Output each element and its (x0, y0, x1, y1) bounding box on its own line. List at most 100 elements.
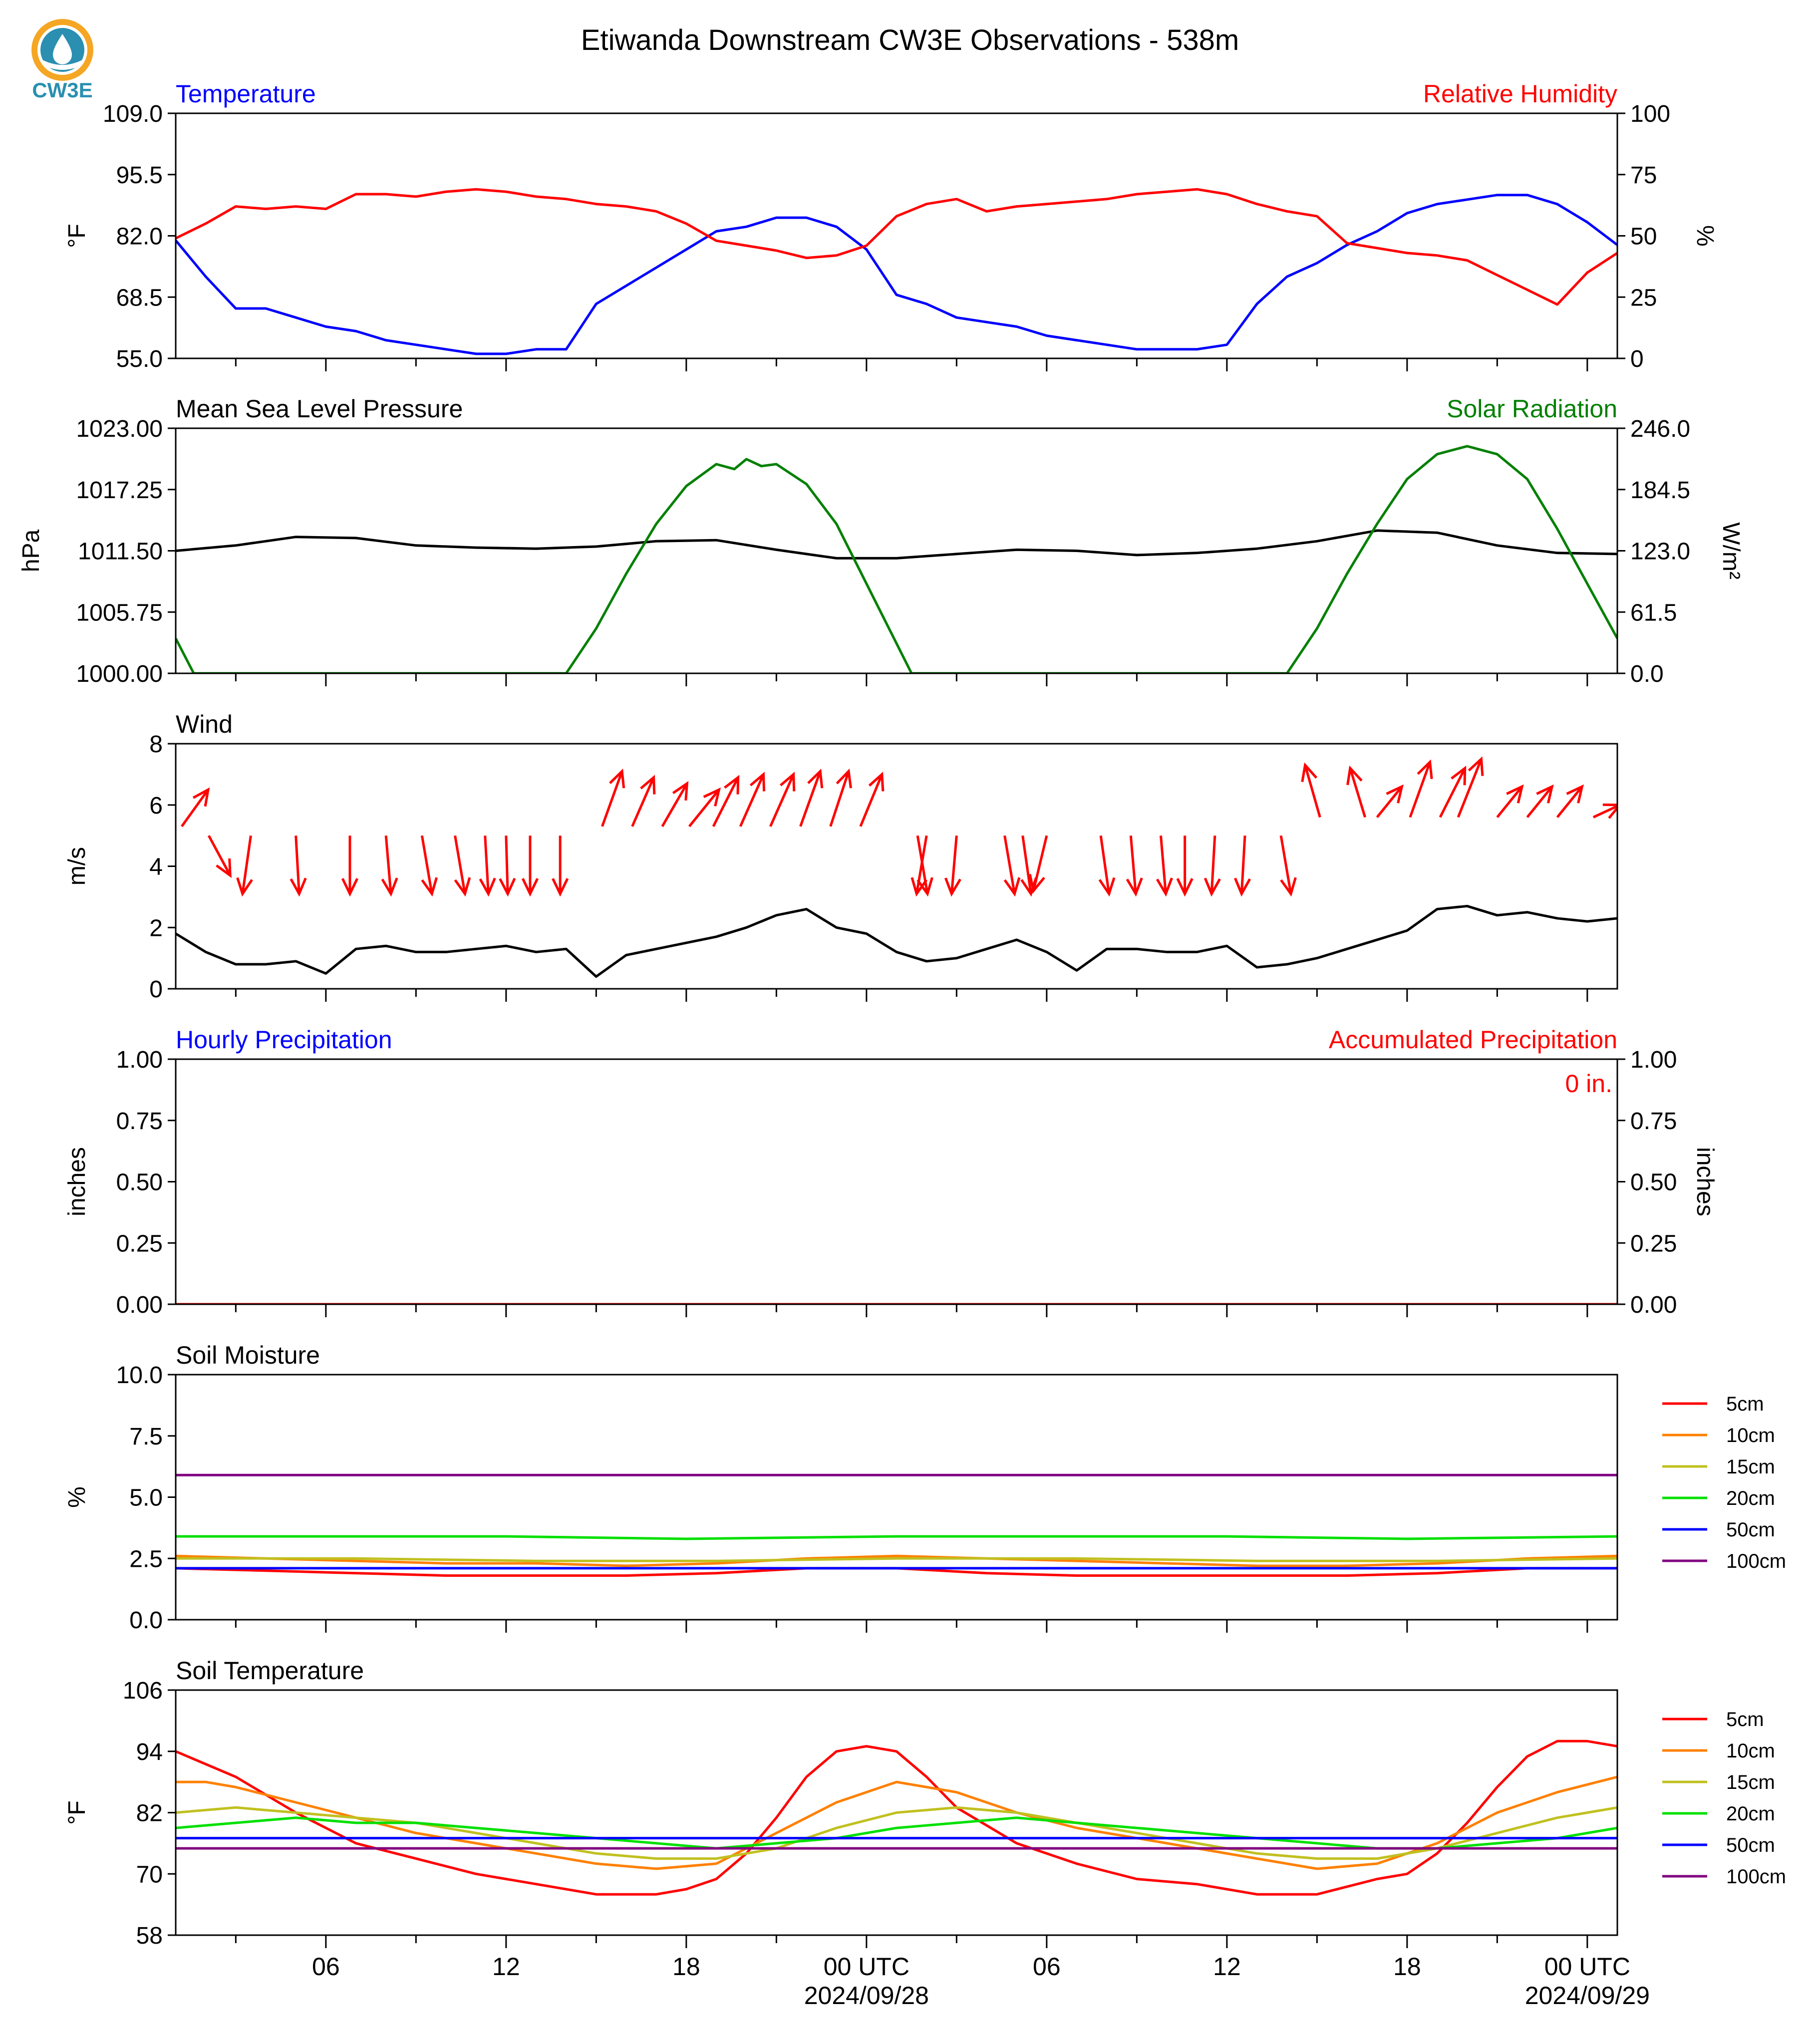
panel-title-left: Temperature (176, 80, 316, 108)
wind-arrow-head (749, 772, 766, 792)
panel-title-right: Relative Humidity (1423, 80, 1617, 108)
y-axis-label-left: hPa (18, 529, 44, 572)
y-tick-label-right: 0.75 (1630, 1108, 1677, 1135)
wind-arrow-head (1566, 784, 1584, 804)
y-axis-label-left: m/s (64, 847, 90, 885)
y-tick-label-left: 1017.25 (76, 477, 163, 504)
wind-arrow (739, 774, 765, 827)
series-line-temperature (176, 194, 1617, 355)
wind-arrow (420, 835, 433, 894)
y-tick-label-left: 70 (136, 1861, 163, 1888)
wind-arrow (384, 835, 392, 894)
wind-arrow (601, 771, 623, 827)
series-line-15cm (176, 1806, 1617, 1860)
legend-label: 5cm (1726, 1393, 1764, 1415)
wind-arrow-head (1003, 877, 1021, 897)
wind-arrow (688, 789, 720, 828)
panel-temp_rh: Temperature Relative Humidity 55.0 68.5 82.0… (64, 80, 1718, 372)
y-axis-label-right: W/m² (1718, 522, 1744, 579)
wind-arrow (1003, 835, 1016, 894)
y-tick-label-left: 8 (149, 731, 163, 758)
wind-arrow-head (192, 787, 210, 807)
y-tick-label-right: 0.00 (1630, 1292, 1677, 1318)
wind-arrow-head (499, 877, 516, 897)
legend-label: 15cm (1726, 1771, 1775, 1793)
series-line-pressure (176, 529, 1617, 560)
wind-arrow (1279, 835, 1292, 894)
wind-arrow-head (290, 877, 307, 897)
y-tick-label-right: 1.00 (1630, 1047, 1677, 1073)
wind-arrow-head (341, 878, 359, 897)
wind-arrow-head (1233, 877, 1251, 897)
y-tick-label-left: 10.0 (116, 1362, 163, 1389)
series-line-wind_speed (176, 904, 1617, 978)
x-tick-label: 00 UTC (824, 1953, 910, 1981)
panel-soil_temperature: Soil Temperature 58 70 82 94 106 °F 5cm 10cm 15cm… (64, 1657, 1786, 1949)
wind-arrow-head (609, 768, 625, 789)
y-tick-label-right: 100 (1630, 101, 1670, 127)
legend-label: 15cm (1726, 1456, 1775, 1478)
wind-arrow (829, 771, 850, 827)
legend-label: 100cm (1726, 1550, 1786, 1572)
wind-arrow (799, 771, 822, 827)
wind-arrow-head (1536, 784, 1554, 804)
y-tick-label-right: 246.0 (1630, 416, 1690, 442)
wind-arrow-head (421, 877, 438, 897)
y-tick-label-right: 0.0 (1630, 661, 1664, 687)
y-tick-label-left: 1011.50 (78, 539, 163, 565)
wind-arrow (1526, 786, 1553, 818)
series-line-10cm (176, 1775, 1617, 1870)
y-tick-label-left: 5.0 (129, 1485, 163, 1511)
wind-arrow-head (724, 775, 740, 795)
panel-frame (175, 1374, 1618, 1621)
y-tick-label-left: 109.0 (103, 101, 163, 127)
x-tick-label: 00 UTC (1544, 1953, 1630, 1981)
legend-label: 20cm (1726, 1803, 1775, 1825)
panel-title-left: Soil Temperature (176, 1657, 364, 1685)
wind-arrow-head (1602, 803, 1617, 819)
y-axis-label-right: % (1692, 225, 1718, 247)
y-tick-label-right: 0 (1630, 346, 1644, 372)
wind-arrow-head (910, 877, 928, 897)
y-tick-label-left: 1.00 (116, 1047, 163, 1073)
legend-label: 5cm (1726, 1709, 1764, 1731)
wind-arrow-head (1301, 762, 1318, 782)
series-line-humidity (176, 188, 1617, 306)
x-date-label: 2024/09/28 (804, 1982, 929, 2010)
cw3e-logo-mark: CW3E (31, 19, 93, 102)
y-tick-label-right: 50 (1630, 224, 1657, 250)
wind-arrow-head (521, 878, 539, 897)
wind-arrow-head (1176, 878, 1194, 897)
panel-precip: Hourly Precipitation Accumulated Precipit… (64, 1026, 1718, 1318)
y-tick-label-left: 82.0 (116, 224, 163, 250)
legend-label: 50cm (1726, 1519, 1775, 1541)
panel-title-left: Mean Sea Level Pressure (176, 395, 463, 423)
y-tick-label-left: 68.5 (116, 285, 163, 311)
y-tick-label-left: 0.25 (116, 1230, 163, 1257)
panel-pressure_solar: Mean Sea Level Pressure Solar Radiation 10… (18, 395, 1744, 687)
wind-arrow (631, 777, 655, 827)
wind-arrow (1457, 758, 1483, 818)
wind-arrow-head (1098, 877, 1116, 897)
y-tick-label-left: 1023.00 (76, 416, 163, 442)
x-tick-label: 18 (1393, 1953, 1421, 1981)
y-tick-label-left: 94 (136, 1739, 163, 1765)
panel-data-temp_rh (176, 188, 1617, 355)
wind-arrow (661, 783, 688, 827)
panel-frame (175, 427, 1618, 674)
x-tick-label: 18 (672, 1953, 700, 1981)
wind-arrow-head (1417, 759, 1433, 779)
wind-arrow (950, 835, 958, 894)
legend-label: 10cm (1726, 1425, 1775, 1447)
wind-arrow (505, 836, 509, 894)
wind-arrow (1240, 835, 1246, 894)
panel-wind: Wind 0 2 4 6 8 m/s (64, 710, 1618, 1003)
panel-frame (175, 743, 1618, 990)
wind-arrow-head (868, 772, 885, 792)
wind-arrow (1409, 761, 1431, 818)
wind-arrow (1496, 786, 1523, 818)
wind-arrow-head (236, 877, 253, 897)
panel-title-right: Accumulated Precipitation (1329, 1026, 1617, 1054)
wind-arrow (1556, 786, 1583, 818)
